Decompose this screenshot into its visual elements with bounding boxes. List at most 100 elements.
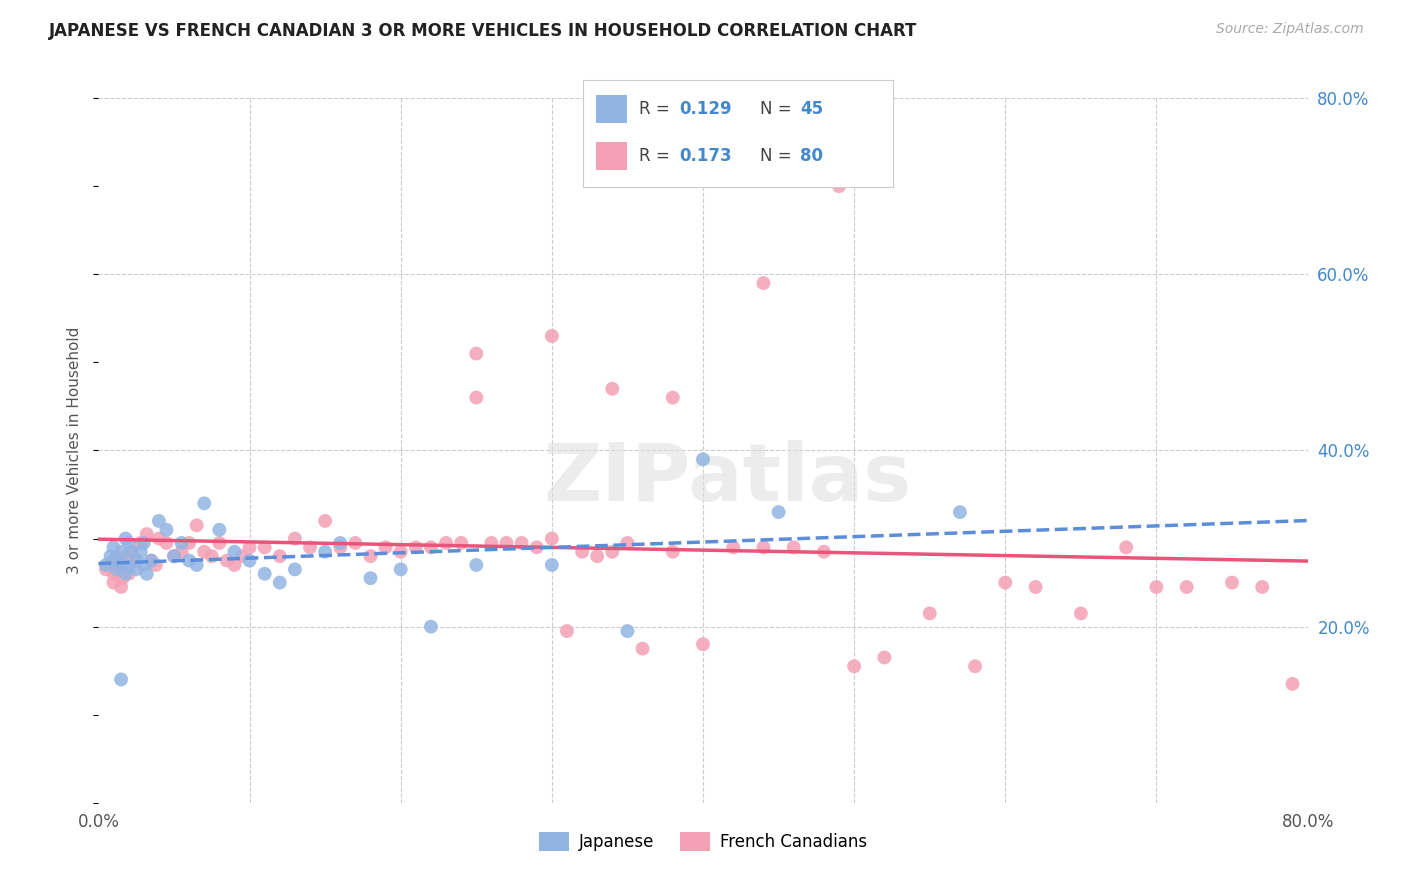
Point	[110, 580, 132, 594]
Point	[873, 650, 896, 665]
Point	[121, 545, 143, 559]
Point	[1070, 607, 1092, 621]
Point	[105, 550, 128, 565]
Point	[269, 549, 291, 564]
Point	[752, 541, 775, 555]
Point	[661, 545, 683, 559]
Point	[105, 553, 128, 567]
Point	[692, 452, 714, 467]
Point	[540, 558, 562, 572]
Point	[540, 532, 562, 546]
Text: 0.129: 0.129	[679, 100, 733, 118]
Point	[299, 541, 322, 555]
Point	[121, 545, 143, 559]
Point	[163, 549, 186, 564]
Point	[360, 571, 382, 585]
Point	[110, 673, 132, 687]
Point	[374, 541, 396, 555]
Point	[141, 553, 163, 567]
Point	[465, 346, 488, 360]
Text: R =: R =	[640, 100, 675, 118]
Point	[111, 556, 134, 570]
Point	[481, 536, 503, 550]
Point	[1024, 580, 1046, 594]
Point	[284, 562, 307, 576]
Point	[110, 545, 132, 559]
Point	[844, 659, 866, 673]
Point	[201, 549, 224, 564]
Point	[224, 545, 246, 559]
Point	[155, 523, 177, 537]
Point	[616, 536, 638, 550]
Point	[949, 505, 972, 519]
Point	[239, 541, 262, 555]
Point	[420, 619, 443, 633]
Point	[389, 545, 412, 559]
Point	[602, 382, 624, 396]
Point	[100, 549, 122, 564]
Point	[170, 545, 193, 559]
Point	[918, 607, 941, 621]
Point	[1175, 580, 1198, 594]
Point	[208, 536, 231, 550]
Point	[155, 536, 177, 550]
Point	[768, 505, 790, 519]
Point	[105, 562, 128, 576]
Point	[813, 545, 835, 559]
Point	[344, 536, 367, 550]
Point	[208, 523, 231, 537]
Point	[114, 549, 136, 564]
Point	[114, 566, 136, 581]
Point	[602, 545, 624, 559]
Text: N =: N =	[759, 100, 797, 118]
Point	[118, 566, 141, 581]
Point	[616, 624, 638, 638]
Point	[135, 566, 157, 581]
Point	[465, 391, 488, 405]
Point	[994, 575, 1017, 590]
Point	[253, 566, 276, 581]
Point	[125, 562, 148, 576]
Point	[314, 545, 336, 559]
Point	[1281, 677, 1303, 691]
Point	[510, 536, 533, 550]
Point	[434, 536, 457, 550]
Point	[94, 562, 117, 576]
Point	[1251, 580, 1274, 594]
Point	[540, 329, 562, 343]
Point	[118, 559, 141, 574]
Point	[1144, 580, 1167, 594]
Point	[571, 545, 593, 559]
Point	[100, 558, 122, 572]
Point	[1220, 575, 1243, 590]
Point	[450, 536, 472, 550]
Point	[329, 536, 352, 550]
FancyBboxPatch shape	[596, 143, 627, 170]
Point	[179, 536, 201, 550]
Point	[631, 641, 654, 656]
Point	[965, 659, 987, 673]
Text: 45: 45	[800, 100, 823, 118]
Point	[752, 276, 775, 290]
Text: ZIPatlas: ZIPatlas	[543, 440, 911, 517]
Point	[103, 575, 125, 590]
Point	[828, 179, 851, 194]
Point	[103, 541, 125, 555]
Point	[389, 562, 412, 576]
Point	[94, 558, 117, 572]
Point	[555, 624, 578, 638]
Point	[329, 541, 352, 555]
Point	[186, 558, 208, 572]
Point	[661, 391, 683, 405]
Text: JAPANESE VS FRENCH CANADIAN 3 OR MORE VEHICLES IN HOUSEHOLD CORRELATION CHART: JAPANESE VS FRENCH CANADIAN 3 OR MORE VE…	[49, 22, 918, 40]
Point	[148, 532, 170, 546]
Point	[360, 549, 382, 564]
Point	[193, 545, 215, 559]
Point	[723, 541, 745, 555]
Point	[118, 536, 141, 550]
Point	[239, 553, 262, 567]
Point	[129, 545, 152, 559]
Point	[179, 553, 201, 567]
Point	[193, 496, 215, 510]
Point	[224, 558, 246, 572]
